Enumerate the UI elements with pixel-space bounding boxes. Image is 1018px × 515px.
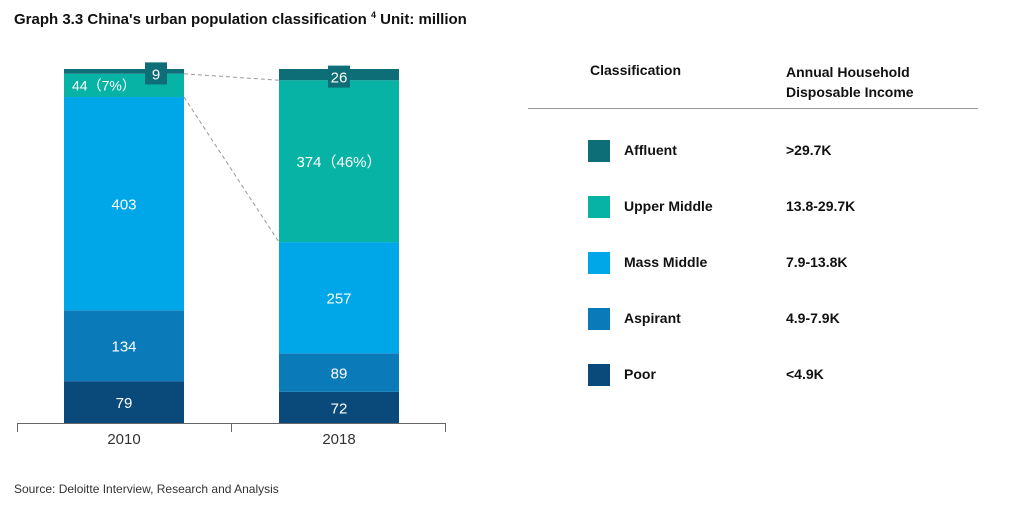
data-label-affluent-2010: 9 <box>152 66 160 83</box>
legend-swatch-upper-middle <box>588 196 610 218</box>
data-label-poor-2010: 79 <box>116 395 133 412</box>
x-tick-label-2018: 2018 <box>322 431 355 448</box>
legend-swatch-poor <box>588 364 610 386</box>
data-label-upper-middle-2018: 374（46%） <box>296 154 381 171</box>
legend-row-upper-middle: Upper Middle 13.8-29.7K <box>528 196 978 222</box>
legend-name: Aspirant <box>624 310 681 326</box>
legend-range: >29.7K <box>786 142 832 158</box>
bar-segment-poor-2018 <box>279 391 399 423</box>
legend-name: Poor <box>624 366 656 382</box>
bar-segment-poor-2010 <box>64 381 184 423</box>
legend-header-income: Annual Household Disposable Income <box>786 64 914 100</box>
x-tick-label-2010: 2010 <box>107 431 140 448</box>
data-label-affluent-2018: 26 <box>331 70 348 87</box>
legend-range: <4.9K <box>786 366 824 382</box>
data-label-mass-middle-2018: 257 <box>326 291 351 308</box>
chart-title-text: Graph 3.3 China's urban population class… <box>14 11 367 28</box>
connector-line-upper <box>183 73 280 81</box>
legend-row-mass-middle: Mass Middle 7.9-13.8K <box>528 252 978 278</box>
data-label-mass-middle-2010: 403 <box>111 197 136 214</box>
chart-unit: Unit: million <box>380 11 467 28</box>
bar-segment-upper-middle-2018 <box>279 80 399 243</box>
legend-name: Affluent <box>624 142 677 158</box>
data-label-poor-2018: 72 <box>331 400 348 417</box>
connector-line-lower <box>183 96 280 243</box>
legend-row-poor: Poor <4.9K <box>528 364 978 390</box>
source-note: Source: Deloitte Interview, Research and… <box>14 482 279 496</box>
legend-header: Classification Annual Household Disposab… <box>528 58 978 109</box>
legend-swatch-mass-middle <box>588 252 610 274</box>
legend-table: Classification Annual Household Disposab… <box>528 58 978 386</box>
legend-range: 7.9-13.8K <box>786 254 848 270</box>
bar-segment-aspirant-2018 <box>279 353 399 392</box>
legend-name: Upper Middle <box>624 198 713 214</box>
stacked-bar-chart: 79 134 403 44（7%） 9 72 89 257 374（46%） 26 2010 2018 <box>17 62 446 448</box>
legend-swatch-affluent <box>588 140 610 162</box>
data-label-aspirant-2018: 89 <box>331 366 348 383</box>
legend-header-classification: Classification <box>590 62 682 78</box>
data-label-aspirant-2010: 134 <box>111 339 136 356</box>
legend-swatch-aspirant <box>588 308 610 330</box>
legend-range: 13.8-29.7K <box>786 198 856 214</box>
affluent-label-box-2018 <box>328 65 350 88</box>
bar-segment-mass-middle-2018 <box>279 242 399 354</box>
bar-segment-mass-middle-2010 <box>64 97 184 311</box>
legend-range: 4.9-7.9K <box>786 310 840 326</box>
chart-title: Graph 3.3 China's urban population class… <box>14 10 467 29</box>
footnote-marker: 4 <box>370 10 376 20</box>
legend-row-affluent: Affluent >29.7K <box>528 140 978 166</box>
affluent-label-box-2010 <box>145 62 167 85</box>
data-label-upper-middle-2010: 44（7%） <box>72 77 136 93</box>
bar-segment-affluent-2010 <box>64 69 184 74</box>
legend-name: Mass Middle <box>624 254 708 270</box>
legend-row-aspirant: Aspirant 4.9-7.9K <box>528 308 978 334</box>
bar-segment-aspirant-2010 <box>64 310 184 382</box>
